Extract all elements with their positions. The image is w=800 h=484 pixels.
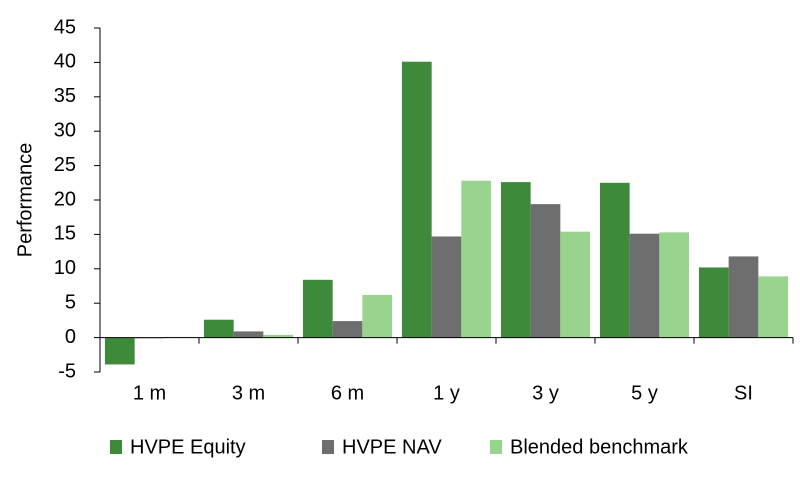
legend-swatch <box>490 440 502 454</box>
y-tick-label: -5 <box>58 360 76 382</box>
bar <box>263 334 294 338</box>
bar <box>461 180 492 338</box>
y-tick-label: 15 <box>54 223 76 245</box>
legend-swatch <box>322 440 334 454</box>
bar <box>302 279 333 338</box>
bar <box>629 233 660 338</box>
legend-label: HVPE NAV <box>342 436 442 458</box>
bar <box>500 182 531 338</box>
bar <box>332 321 363 338</box>
y-tick-label: 30 <box>54 119 76 141</box>
bar <box>728 256 759 338</box>
bar <box>362 294 393 338</box>
x-tick-label: 5 y <box>631 382 658 404</box>
y-tick-label: 40 <box>54 51 76 73</box>
y-axis-label: Performance <box>14 143 36 258</box>
y-tick-label: 5 <box>65 291 76 313</box>
y-tick-label: 20 <box>54 188 76 210</box>
legend-label: HVPE Equity <box>130 436 246 458</box>
x-tick-label: 1 m <box>133 382 166 404</box>
bar <box>401 61 432 338</box>
legend-label: Blended benchmark <box>510 436 689 458</box>
bar <box>233 331 264 338</box>
bar <box>104 337 135 365</box>
bar <box>203 319 234 338</box>
bar <box>698 267 729 338</box>
bar <box>431 236 462 338</box>
x-tick-label: SI <box>734 382 753 404</box>
y-tick-label: 25 <box>54 154 76 176</box>
x-tick-label: 1 y <box>433 382 460 404</box>
x-tick-label: 3 y <box>532 382 559 404</box>
y-tick-label: 0 <box>65 326 76 348</box>
bar <box>659 232 690 338</box>
bar <box>758 276 789 338</box>
bar <box>530 204 561 338</box>
bar <box>560 231 591 338</box>
x-tick-label: 6 m <box>331 382 364 404</box>
x-tick-label: 3 m <box>232 382 265 404</box>
y-tick-label: 10 <box>54 257 76 279</box>
y-tick-label: 35 <box>54 85 76 107</box>
y-tick-label: 45 <box>54 16 76 38</box>
legend-swatch <box>110 440 122 454</box>
bar <box>599 182 630 338</box>
